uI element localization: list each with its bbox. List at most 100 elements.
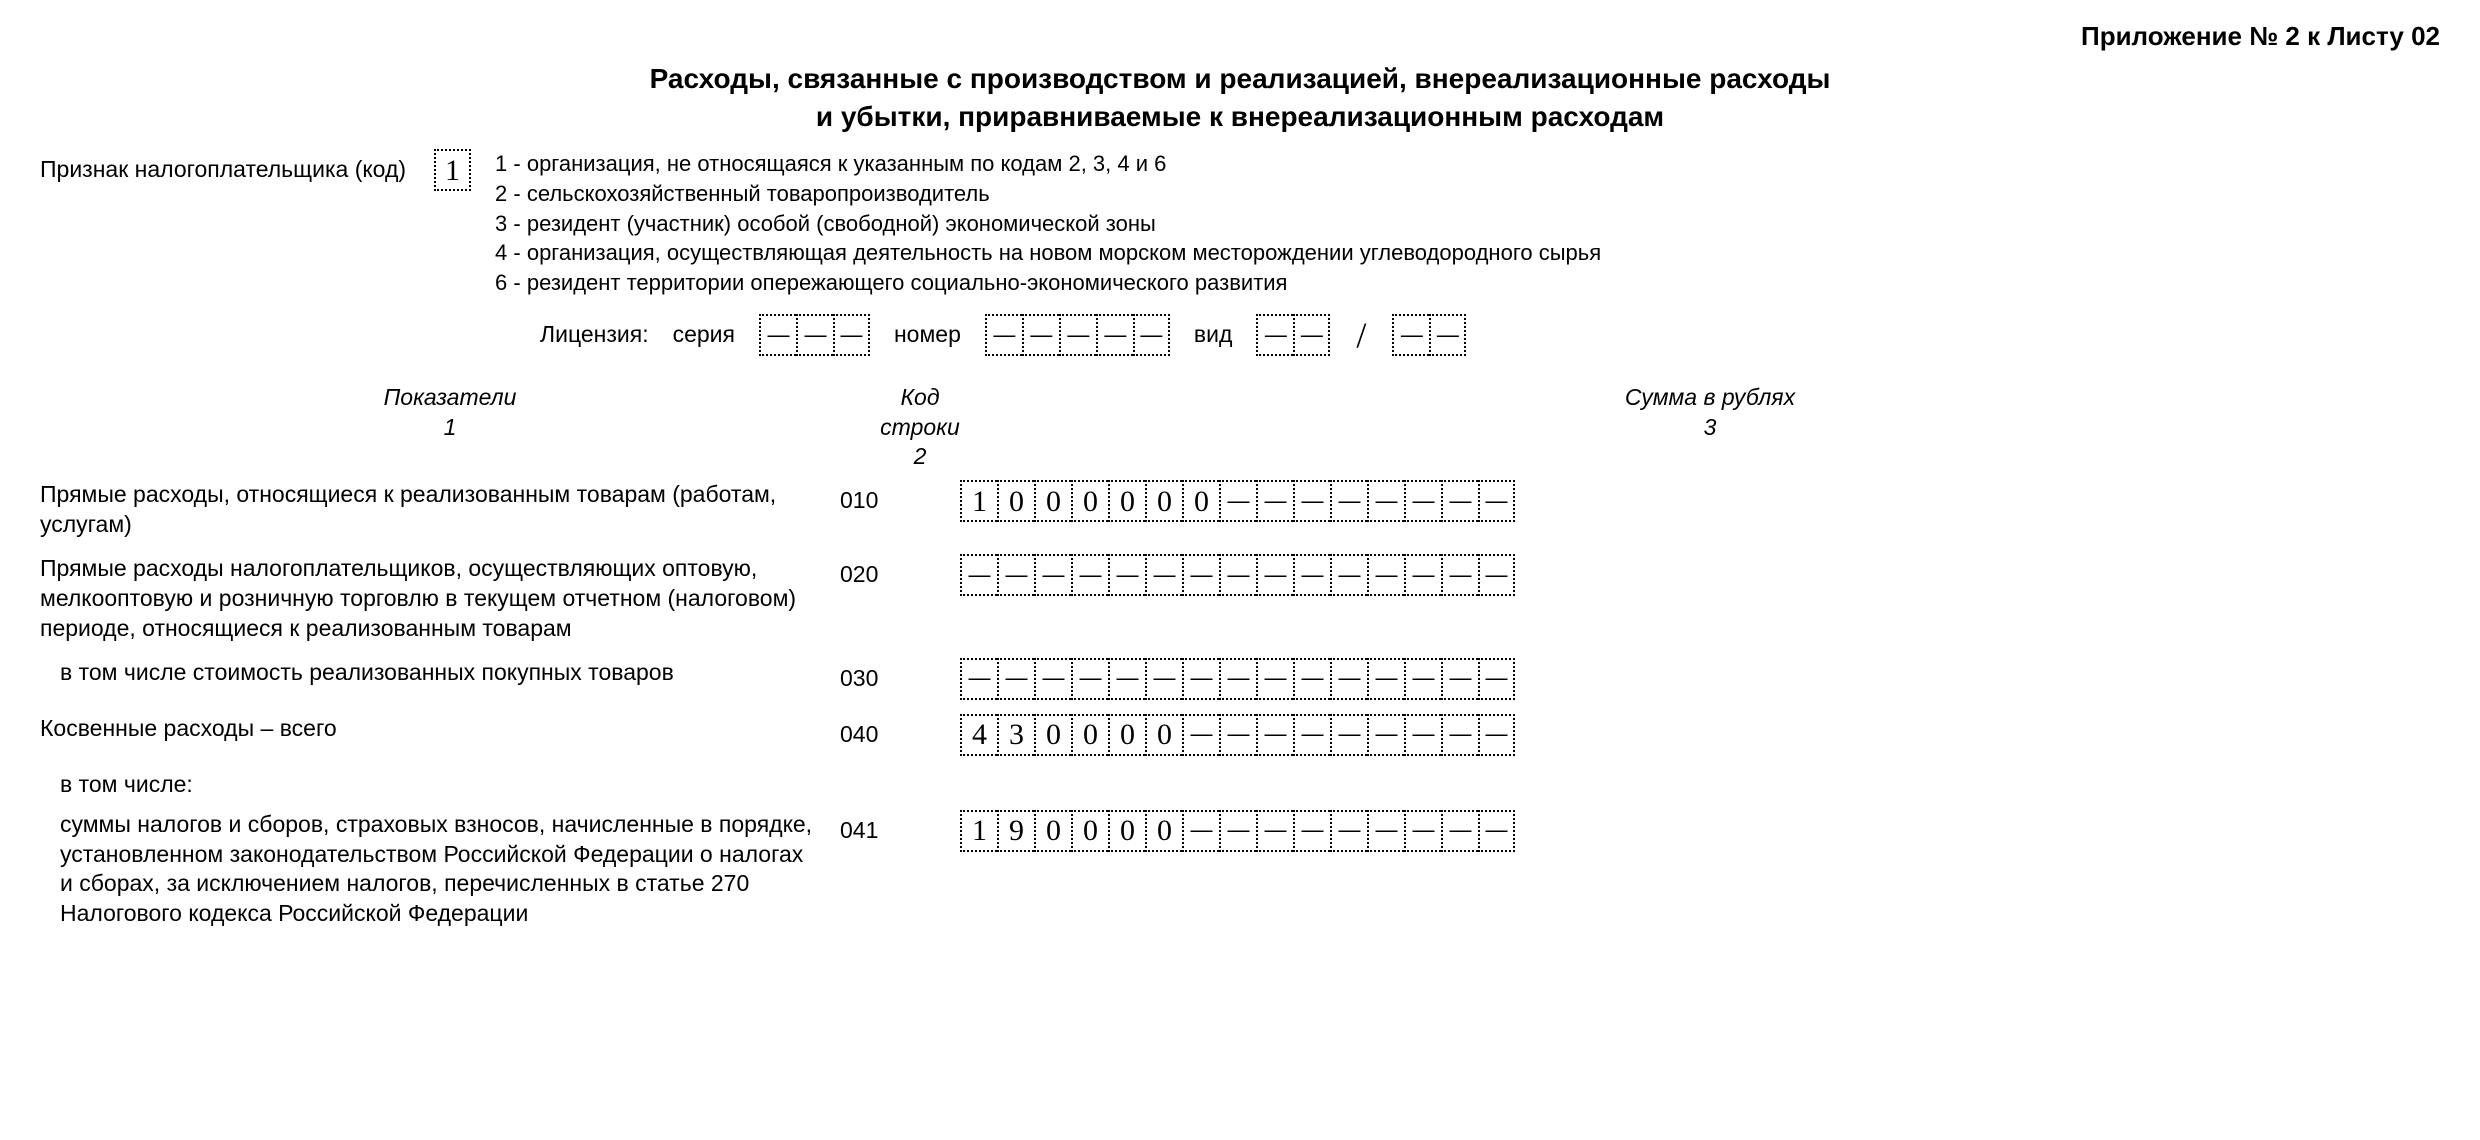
digit-cell[interactable] xyxy=(1330,810,1367,852)
digit-cell[interactable] xyxy=(1133,314,1170,356)
digit-cell[interactable] xyxy=(1182,810,1219,852)
digit-cell[interactable] xyxy=(985,314,1022,356)
digit-cell[interactable] xyxy=(1256,714,1293,756)
digit-cell[interactable] xyxy=(1404,714,1441,756)
digit-cell[interactable] xyxy=(1478,480,1515,522)
digit-cell[interactable] xyxy=(1071,554,1108,596)
digit-cell[interactable] xyxy=(1256,314,1293,356)
digit-cell[interactable] xyxy=(1441,714,1478,756)
digit-cell[interactable] xyxy=(1478,658,1515,700)
digit-cell[interactable] xyxy=(1392,314,1429,356)
digit-cell[interactable]: 0 xyxy=(1108,714,1145,756)
digit-cell[interactable] xyxy=(1182,658,1219,700)
digit-cell[interactable] xyxy=(1293,658,1330,700)
digit-cell[interactable] xyxy=(1034,554,1071,596)
digit-cell[interactable] xyxy=(1219,480,1256,522)
taxpayer-code-cellbox: 1 xyxy=(434,149,471,191)
digit-cell[interactable]: 1 xyxy=(960,480,997,522)
digit-cell[interactable] xyxy=(1367,810,1404,852)
digit-cell[interactable] xyxy=(1034,658,1071,700)
digit-cell[interactable] xyxy=(1367,554,1404,596)
digit-cell[interactable] xyxy=(1478,810,1515,852)
digit-cell[interactable]: 0 xyxy=(1034,480,1071,522)
digit-cell[interactable] xyxy=(1330,658,1367,700)
digit-cell[interactable]: 0 xyxy=(1182,480,1219,522)
taxpayer-code-cell[interactable]: 1 xyxy=(434,149,471,191)
digit-cell[interactable]: 0 xyxy=(1071,714,1108,756)
digit-cell[interactable] xyxy=(1404,554,1441,596)
digit-cell[interactable]: 0 xyxy=(1145,480,1182,522)
digit-cell[interactable]: 0 xyxy=(997,480,1034,522)
digit-cell[interactable] xyxy=(759,314,796,356)
digit-cell[interactable]: 9 xyxy=(997,810,1034,852)
digit-cell[interactable] xyxy=(1293,714,1330,756)
digit-cell[interactable] xyxy=(1145,658,1182,700)
digit-cell[interactable] xyxy=(796,314,833,356)
license-type-cells-b[interactable] xyxy=(1392,314,1466,356)
amount-cells[interactable] xyxy=(960,658,1515,700)
digit-cell[interactable] xyxy=(1256,658,1293,700)
digit-cell[interactable] xyxy=(1293,314,1330,356)
digit-cell[interactable]: 0 xyxy=(1145,714,1182,756)
digit-cell[interactable] xyxy=(1256,810,1293,852)
digit-cell[interactable]: 0 xyxy=(1071,810,1108,852)
amount-cells[interactable]: 430000 xyxy=(960,714,1515,756)
digit-cell[interactable] xyxy=(1478,714,1515,756)
digit-cell[interactable] xyxy=(1441,810,1478,852)
digit-cell[interactable] xyxy=(1404,810,1441,852)
digit-cell[interactable] xyxy=(833,314,870,356)
digit-cell[interactable] xyxy=(1022,314,1059,356)
digit-cell[interactable] xyxy=(1478,554,1515,596)
digit-cell[interactable] xyxy=(1145,554,1182,596)
digit-cell[interactable] xyxy=(1293,554,1330,596)
digit-cell[interactable] xyxy=(1367,714,1404,756)
digit-cell[interactable]: 0 xyxy=(1108,480,1145,522)
digit-cell[interactable]: 0 xyxy=(1034,714,1071,756)
digit-cell[interactable] xyxy=(960,658,997,700)
digit-cell[interactable] xyxy=(1429,314,1466,356)
digit-cell[interactable] xyxy=(1330,480,1367,522)
digit-cell[interactable] xyxy=(1219,714,1256,756)
digit-cell[interactable] xyxy=(1108,658,1145,700)
license-number-cells[interactable] xyxy=(985,314,1170,356)
digit-cell[interactable] xyxy=(1071,658,1108,700)
amount-cells[interactable] xyxy=(960,554,1515,596)
digit-cell[interactable] xyxy=(1219,810,1256,852)
digit-cell[interactable] xyxy=(1330,714,1367,756)
digit-cell[interactable] xyxy=(1404,658,1441,700)
digit-cell[interactable]: 0 xyxy=(1071,480,1108,522)
license-series-cells[interactable] xyxy=(759,314,870,356)
license-type-cells-a[interactable] xyxy=(1256,314,1330,356)
digit-cell[interactable] xyxy=(1219,658,1256,700)
digit-cell[interactable]: 4 xyxy=(960,714,997,756)
digit-cell[interactable] xyxy=(1108,554,1145,596)
digit-cell[interactable] xyxy=(1404,480,1441,522)
row-code: 020 xyxy=(840,554,960,590)
digit-cell[interactable]: 0 xyxy=(1034,810,1071,852)
digit-cell[interactable] xyxy=(1330,554,1367,596)
digit-cell[interactable] xyxy=(1256,554,1293,596)
digit-cell[interactable] xyxy=(1182,714,1219,756)
digit-cell[interactable] xyxy=(1059,314,1096,356)
amount-cells[interactable]: 1000000 xyxy=(960,480,1515,522)
digit-cell[interactable] xyxy=(1182,554,1219,596)
digit-cell[interactable] xyxy=(997,658,1034,700)
digit-cell[interactable]: 3 xyxy=(997,714,1034,756)
digit-cell[interactable] xyxy=(1293,480,1330,522)
digit-cell[interactable]: 1 xyxy=(960,810,997,852)
digit-cell[interactable] xyxy=(1293,810,1330,852)
digit-cell[interactable] xyxy=(997,554,1034,596)
amount-cells[interactable]: 190000 xyxy=(960,810,1515,852)
digit-cell[interactable] xyxy=(960,554,997,596)
digit-cell[interactable] xyxy=(1367,480,1404,522)
digit-cell[interactable] xyxy=(1219,554,1256,596)
digit-cell[interactable] xyxy=(1256,480,1293,522)
digit-cell[interactable]: 0 xyxy=(1145,810,1182,852)
row-description: Косвенные расходы – всего xyxy=(40,714,840,744)
digit-cell[interactable] xyxy=(1441,554,1478,596)
digit-cell[interactable] xyxy=(1441,658,1478,700)
digit-cell[interactable] xyxy=(1441,480,1478,522)
digit-cell[interactable] xyxy=(1367,658,1404,700)
digit-cell[interactable]: 0 xyxy=(1108,810,1145,852)
digit-cell[interactable] xyxy=(1096,314,1133,356)
